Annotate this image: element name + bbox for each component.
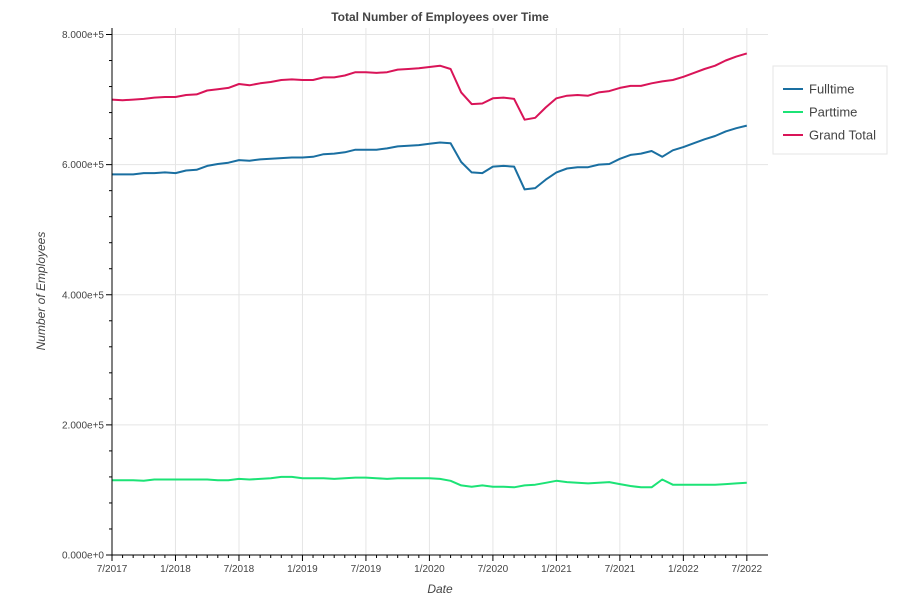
x-tick-label: 7/2019 (351, 564, 382, 575)
y-tick-label: 6.000e+5 (62, 160, 104, 171)
x-tick-label: 7/2020 (478, 564, 509, 575)
y-ticks: 0.000e+0 2.000e+5 4.000e+5 6.000e+5 8.000e+5 (62, 30, 112, 562)
series-line-grand-total (111, 52, 748, 121)
legend: Fulltime Parttime Grand Total (772, 65, 888, 155)
x-tick-label: 1/2021 (541, 564, 572, 575)
x-ticks: 7/2017 1/2018 7/2018 1/2019 7/2019 1/2020 7/20… (97, 555, 763, 575)
y-tick-label: 2.000e+5 (62, 420, 104, 431)
x-tick-label: 1/2022 (668, 564, 699, 575)
x-tick-label: 7/2017 (97, 564, 128, 575)
chart-title: Total Number of Employees over Time (331, 10, 549, 24)
legend-box (772, 65, 888, 155)
series-line-fulltime (112, 124, 748, 191)
legend-label-parttime: Parttime (809, 105, 857, 120)
y-axis-label: Number of Employees (34, 232, 48, 351)
x-tick-label: 1/2018 (160, 564, 191, 575)
y-tick-label: 0.000e+0 (62, 551, 104, 562)
series-line-parttime (112, 475, 747, 489)
x-tick-label: 7/2018 (224, 564, 255, 575)
legend-label-fulltime: Fulltime (809, 82, 855, 97)
x-tick-label: 7/2022 (732, 564, 763, 575)
x-tick-label: 7/2021 (605, 564, 636, 575)
legend-label-grand-total: Grand Total (809, 128, 876, 143)
y-tick-label: 4.000e+5 (62, 290, 104, 301)
y-tick-label: 8.000e+5 (62, 30, 104, 41)
x-axis-label: Date (427, 582, 453, 596)
x-tick-label: 1/2019 (287, 564, 318, 575)
series-layer (111, 52, 748, 489)
x-tick-label: 1/2020 (414, 564, 445, 575)
